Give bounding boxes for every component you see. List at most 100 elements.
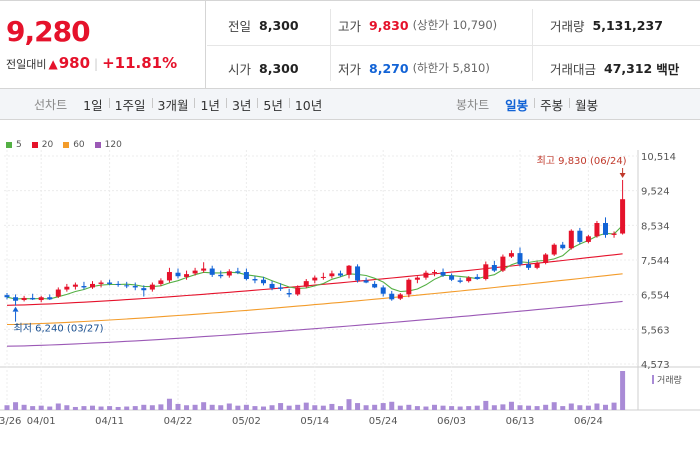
up-arrow-icon: [12, 306, 19, 312]
volume-bar: [107, 406, 113, 410]
line-chart-tabs: 선차트 1일 1주일 3개월 1년 3년 5년 10년: [34, 89, 328, 119]
tab-1day[interactable]: 1일: [83, 97, 103, 113]
candle-body: [337, 273, 343, 276]
volume-bar: [243, 404, 249, 410]
volume-bar: [81, 406, 87, 410]
candle-body: [192, 270, 198, 274]
x-tick-label: 05/02: [232, 416, 261, 427]
volume-bar: [337, 406, 343, 410]
candle-body: [423, 272, 429, 278]
candle-body: [98, 282, 104, 284]
low-label: 저가: [338, 61, 362, 77]
header-row-divider: [207, 45, 700, 46]
candle-body: [363, 280, 369, 283]
candle-body: [72, 284, 78, 287]
candle-body: [64, 286, 70, 290]
volume-bar: [303, 402, 309, 410]
candle-body: [166, 272, 172, 281]
change-separator: |: [94, 57, 99, 71]
volume-bar: [47, 406, 53, 410]
volume-bar: [295, 404, 301, 410]
volume-legend-swatch: [652, 375, 654, 384]
annotation-low: 최저 6,240 (03/27): [14, 323, 104, 335]
volume-bar: [380, 403, 386, 410]
candle-body: [90, 283, 95, 288]
candle-body: [603, 223, 608, 235]
volume-bar: [13, 402, 19, 410]
tab-monthly[interactable]: 월봉: [569, 95, 604, 114]
volume-bar: [269, 405, 275, 410]
volume-bar: [184, 405, 190, 410]
candle-body: [457, 280, 463, 282]
open-value: 8,300: [259, 60, 299, 76]
amount-unit: 백만: [656, 61, 680, 77]
candle-body: [517, 253, 523, 265]
volume-bar: [483, 400, 489, 410]
y-tick-label: 8,534: [641, 221, 670, 232]
tab-3year[interactable]: 3년: [225, 95, 257, 114]
volume-bar: [320, 405, 326, 410]
volume-bar: [64, 405, 70, 410]
candle-body: [132, 286, 138, 288]
candle-body: [320, 276, 326, 278]
candle-body: [235, 271, 241, 273]
volume-bar: [389, 401, 395, 410]
volume-bar: [466, 406, 472, 410]
candle-body: [432, 272, 437, 274]
candle-body: [261, 279, 266, 284]
candle-body: [47, 297, 53, 300]
volume-bar: [449, 406, 455, 410]
volume-bar: [115, 406, 121, 410]
tab-daily[interactable]: 일봉: [505, 97, 529, 113]
candle-body: [115, 283, 121, 285]
legend-item-ma60: 60: [63, 140, 85, 150]
candle-body: [577, 230, 583, 242]
candle-body: [107, 282, 113, 284]
volume-bar: [560, 406, 566, 410]
amount-cell: 거래대금 47,312 백만: [550, 46, 679, 90]
candle-body: [483, 264, 489, 280]
candle-body: [149, 284, 155, 290]
volume-legend-label: 거래량: [657, 374, 682, 386]
volume-bar: [226, 403, 232, 410]
volume-bar: [414, 406, 420, 410]
volume-bar: [235, 405, 241, 410]
annotation-high: 최고 9,830 (06/24): [537, 155, 627, 167]
candle-body: [372, 283, 378, 288]
legend-item-ma5: 5: [6, 140, 22, 150]
y-tick-label: 6,554: [641, 291, 670, 302]
high-label: 고가: [338, 18, 362, 34]
tab-10year[interactable]: 10년: [288, 95, 328, 114]
candle-body: [55, 289, 61, 297]
candle-body: [406, 279, 412, 295]
candle-body: [526, 264, 532, 268]
change-value: 980: [58, 54, 91, 72]
tab-1week[interactable]: 1주일: [108, 95, 152, 114]
candle-body: [218, 274, 224, 277]
volume-bar: [517, 405, 523, 410]
amount-value: 47,312: [604, 60, 653, 76]
tab-weekly[interactable]: 주봉: [534, 95, 569, 114]
y-tick-label: 7,544: [641, 256, 670, 267]
volume-bar: [72, 406, 78, 410]
low-cell: 저가 8,270 (하한가 5,810): [338, 46, 490, 90]
candle-body: [568, 230, 574, 249]
candle-body: [38, 297, 44, 301]
up-arrow-icon: ▲: [48, 57, 58, 71]
line-chart-label: 선차트: [34, 97, 68, 112]
candle-body: [346, 265, 352, 275]
volume-bar: [432, 404, 437, 410]
lower-limit: (하한가 5,810): [412, 61, 490, 75]
volume-bar: [372, 404, 378, 410]
tab-3month[interactable]: 3개월: [151, 95, 195, 114]
tab-1year[interactable]: 1년: [194, 95, 225, 114]
volume-bar: [312, 405, 318, 410]
stock-chart: 10,514 9,524 8,534 7,544 6,554 5,563 4,573 03/2…: [0, 150, 700, 427]
volume-bar: [158, 404, 164, 410]
y-tick-label: 9,524: [641, 187, 670, 198]
x-tick-label: 05/14: [300, 416, 329, 427]
candle-body: [449, 275, 455, 280]
candle-body: [594, 223, 600, 237]
volume-label: 거래량: [550, 18, 585, 34]
tab-5year[interactable]: 5년: [257, 95, 288, 114]
